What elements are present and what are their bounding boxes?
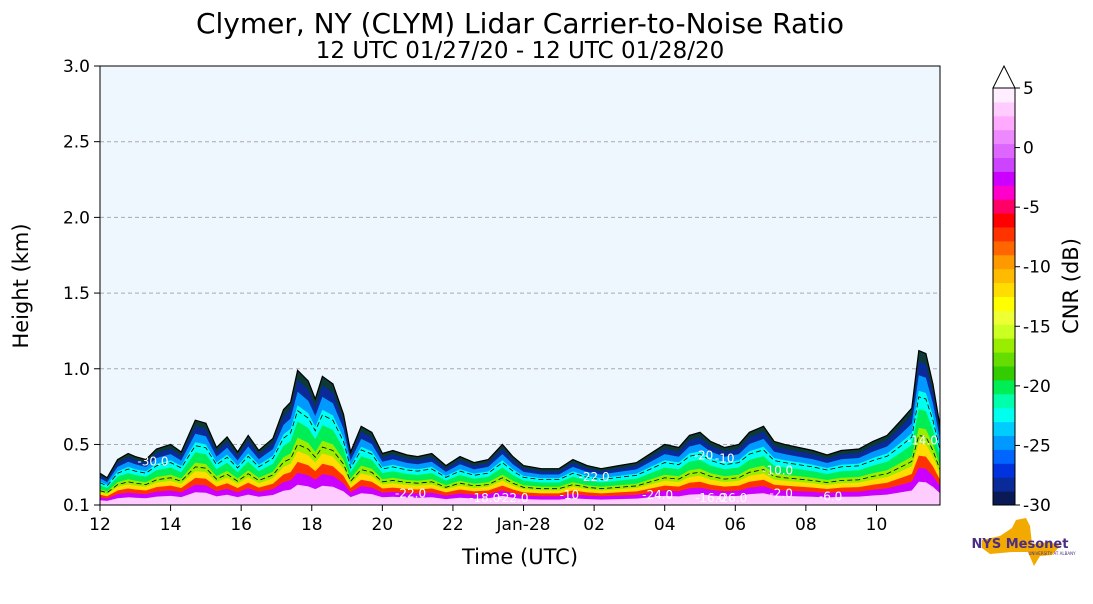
colorbar-segment bbox=[993, 115, 1015, 131]
colorbar-segment bbox=[993, 185, 1015, 200]
y-tick-label: 1.5 bbox=[63, 284, 90, 304]
x-tick-label: 02 bbox=[583, 515, 605, 535]
x-tick-label: 14 bbox=[160, 515, 182, 535]
colorbar-segment bbox=[993, 421, 1015, 436]
contour-label: -16.0 bbox=[695, 491, 726, 505]
colorbar-segment bbox=[993, 254, 1015, 270]
plot-frame bbox=[99, 65, 941, 506]
x-tick-label: 06 bbox=[724, 515, 746, 535]
y-axis: 0.1 0.5 1.0 1.5 2.0 2.5 3.0 bbox=[63, 57, 100, 516]
contour-label: -26.0 bbox=[716, 491, 747, 505]
colorbar-segment bbox=[993, 338, 1015, 353]
colorbar-tick-label: -25 bbox=[1023, 436, 1051, 456]
plot-area bbox=[100, 66, 940, 505]
y-tick-label: 1.0 bbox=[63, 360, 90, 380]
cnr-contour-line bbox=[100, 435, 940, 494]
colorbar-segment bbox=[993, 435, 1015, 450]
colorbar-segment bbox=[993, 477, 1015, 492]
colorbar-segment bbox=[993, 296, 1015, 311]
x-axis: 12 14 16 18 20 22 Jan-28 02 04 06 08 10 bbox=[89, 505, 887, 535]
colorbar-tick-label: -5 bbox=[1023, 198, 1040, 218]
colorbar-segment bbox=[993, 393, 1015, 409]
colorbar-segment bbox=[993, 240, 1015, 256]
x-tick-label: Jan-28 bbox=[496, 515, 551, 535]
logo-subtext: UNIVERSITY AT ALBANY bbox=[1028, 551, 1076, 556]
colorbar-tick-label: -10 bbox=[1023, 258, 1051, 278]
colorbar-segment bbox=[993, 282, 1015, 297]
contour-label: -24.0 bbox=[642, 488, 673, 502]
colorbar-frame bbox=[992, 87, 1016, 506]
contour-label: -30.0 bbox=[137, 455, 168, 469]
contour-labels: -30.0-22.0 -18.0-22.0 -10-22.0-24.0-20 -10-… bbox=[137, 433, 937, 505]
logo-text: NYS Mesonet bbox=[972, 537, 1069, 552]
colorbar-tick-label: -20 bbox=[1023, 377, 1051, 397]
y-tick-label: 0.5 bbox=[63, 435, 90, 455]
colorbar-label: CNR (dB) bbox=[1059, 238, 1083, 334]
colorbar-segment bbox=[993, 324, 1015, 339]
contour-label: -20 bbox=[694, 449, 714, 463]
y-axis-label: Height (km) bbox=[9, 223, 33, 348]
y-tick-label: 3.0 bbox=[63, 57, 90, 77]
colorbar-segment bbox=[993, 379, 1015, 395]
colorbar-segment bbox=[993, 407, 1015, 423]
cnr-field bbox=[100, 349, 940, 505]
x-tick-label: 16 bbox=[230, 515, 252, 535]
contour-label: -22.0 bbox=[579, 470, 610, 484]
contour-label: -2.0 bbox=[769, 486, 792, 500]
ny-state-shape bbox=[982, 518, 1060, 566]
x-axis-label: Time (UTC) bbox=[461, 545, 578, 569]
x-tick-label: 20 bbox=[372, 515, 394, 535]
x-tick-label: 10 bbox=[866, 515, 888, 535]
contour-label: -10.0 bbox=[762, 464, 793, 478]
contour-label: -18.0 bbox=[469, 491, 500, 505]
colorbar-segment bbox=[993, 227, 1015, 242]
colorbar-segment bbox=[993, 352, 1015, 367]
contour-label: -10 bbox=[560, 488, 580, 502]
contour-label: -14.0 bbox=[907, 433, 938, 447]
chart-subtitle: 12 UTC 01/27/20 - 12 UTC 01/28/20 bbox=[316, 38, 725, 64]
colorbar-extend-arrow bbox=[992, 64, 1016, 89]
colorbar-segment bbox=[993, 129, 1015, 145]
colorbar-segment bbox=[993, 213, 1015, 228]
contour-label: -22.0 bbox=[395, 486, 426, 500]
contour-label: -6.0 bbox=[819, 489, 842, 503]
colorbar-segment bbox=[993, 143, 1015, 158]
grid-lines bbox=[100, 141, 940, 445]
colorbar-segment bbox=[993, 88, 1015, 103]
y-tick-label: 2.0 bbox=[63, 208, 90, 228]
x-tick-label: 18 bbox=[301, 515, 323, 535]
x-tick-label: 12 bbox=[89, 515, 111, 535]
x-tick-label: 22 bbox=[442, 515, 464, 535]
colorbar-segment bbox=[993, 463, 1015, 478]
colorbar-segment bbox=[993, 491, 1015, 506]
colorbar-segment bbox=[993, 157, 1015, 172]
colorbar-segment bbox=[993, 101, 1015, 117]
colorbar-segment bbox=[993, 171, 1015, 186]
colorbar-segment bbox=[993, 268, 1015, 284]
colorbar-tick-label: -30 bbox=[1023, 496, 1051, 516]
chart-title: Clymer, NY (CLYM) Lidar Carrier-to-Noise… bbox=[196, 7, 844, 40]
colorbar-segment bbox=[993, 310, 1015, 325]
colorbar: 5 0 -5 -10 -15 -20 -25 -30 bbox=[992, 64, 1051, 516]
cnr-contour-outline bbox=[100, 349, 940, 479]
y-tick-label: 0.1 bbox=[63, 496, 90, 516]
colorbar-tick-label: 5 bbox=[1023, 79, 1034, 99]
colorbar-segment bbox=[993, 449, 1015, 464]
x-tick-label: 04 bbox=[654, 515, 676, 535]
colorbar-segment bbox=[993, 199, 1015, 214]
cnr-contour-line bbox=[100, 396, 940, 487]
cnr-band-pink bbox=[100, 481, 940, 505]
contour-label: -22.0 bbox=[497, 491, 528, 505]
colorbar-tick-label: -15 bbox=[1023, 317, 1051, 337]
colorbar-segment bbox=[993, 366, 1015, 381]
y-tick-label: 2.5 bbox=[63, 133, 90, 153]
x-tick-label: 08 bbox=[795, 515, 817, 535]
nys-mesonet-logo: NYS Mesonet UNIVERSITY AT ALBANY bbox=[972, 518, 1076, 566]
colorbar-tick-label: 0 bbox=[1023, 139, 1034, 159]
contour-label: -10 bbox=[715, 452, 735, 466]
